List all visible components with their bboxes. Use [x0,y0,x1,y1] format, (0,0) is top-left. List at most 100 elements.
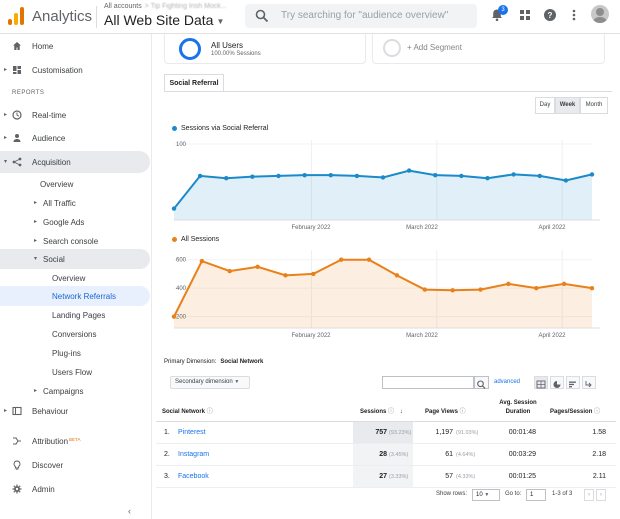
data-point [276,173,281,179]
data-point [224,176,229,181]
network-link[interactable]: Instagram [178,451,210,458]
data-point [422,287,427,292]
sidebar-item-plugins[interactable]: Plug-ins [52,349,81,358]
sidebar-item-campaigns[interactable]: ▸ Campaigns [34,387,84,396]
column-header-duration[interactable]: Avg. Session Duration [499,400,537,415]
help-icon[interactable]: ? [543,8,557,22]
sidebar-item-home[interactable]: Home [0,36,150,56]
sidebar-item-discover[interactable]: Discover [0,455,150,475]
analytics-logo[interactable] [8,7,24,25]
month-button[interactable]: Month [580,97,608,114]
goto-input[interactable]: 1 [526,489,546,501]
data-point [171,206,177,211]
column-header-pageviews[interactable]: Page Views ⓘ [425,409,466,415]
view-selector[interactable]: All Web Site Data ▼ [104,12,225,28]
table-view-icon[interactable] [534,376,548,389]
sidebar-item-network-referrals[interactable]: Network Referrals [0,286,150,306]
sidebar-item-social[interactable]: ▾ Social [0,249,150,269]
data-point [227,268,232,274]
caret-down-icon: ▼ [484,492,490,498]
data-point [339,257,344,262]
legend-dot-icon [172,125,177,131]
sidebar-item-realtime[interactable]: ▸ Real-time [4,110,67,120]
segment-all-users[interactable]: All Users 100.00% Sessions [164,34,366,64]
series-line [173,258,593,318]
series-area [174,170,592,220]
sidebar-item-attribution[interactable]: AttributionBETA [0,431,150,451]
network-link[interactable]: Pinterest [178,429,206,436]
help-icon: ⓘ [206,409,213,415]
avatar[interactable] [591,5,609,23]
sidebar-item-users-flow[interactable]: Users Flow [52,368,93,377]
chevron-right-icon: ▸ [4,112,8,118]
chevron-right-icon: ▸ [4,135,8,141]
bar-view-icon[interactable] [566,376,580,389]
data-point [302,172,307,178]
lightbulb-icon [13,460,21,470]
advanced-link[interactable]: advanced [494,379,521,385]
sidebar-item-behaviour[interactable]: ▸ Behaviour [4,406,69,416]
data-point [311,271,316,277]
chevron-right-icon: ▸ [34,238,38,244]
y-tick-label: 200 [176,315,187,321]
legend-dot-icon [172,236,177,242]
sidebar-item-admin[interactable]: Admin [0,479,150,499]
add-segment-button[interactable]: + Add Segment [372,34,605,64]
column-header-network[interactable]: Social Network ⓘ [162,409,213,415]
acquisition-icon [12,157,22,167]
day-button[interactable]: Day [535,97,555,114]
next-page-button[interactable]: › [596,489,606,501]
prev-page-button[interactable]: ‹ [584,489,594,501]
sidebar-item-google-ads[interactable]: ▸ Google Ads [34,218,85,227]
sidebar-item-customisation[interactable]: ▸ Customisation [4,66,83,75]
sessions-social-chart: 100 February 2022 March 2022 April 2022 [171,140,600,231]
data-point [250,174,255,179]
secondary-dimension-select[interactable]: Secondary dimension ▼ [170,376,250,389]
more-vert-icon[interactable] [567,8,581,22]
data-point [255,264,260,270]
sidebar-item-search-console[interactable]: ▸ Search console [34,237,99,246]
sidebar-item-social-overview[interactable]: Overview [52,274,86,283]
chevron-down-icon: ▾ [4,159,8,165]
chart-legend-2: All Sessions [172,236,219,243]
data-point [459,173,464,179]
table-search-button[interactable] [474,376,489,389]
sidebar-item-conversions[interactable]: Conversions [52,330,97,339]
top-bar: Analytics All accounts > Tip Fighting Iri… [0,0,620,34]
show-rows-select[interactable]: 10 ▼ [472,489,500,501]
x-tick-label: February 2022 [291,333,331,339]
column-header-sessions[interactable]: Sessions ⓘ ↓ [360,409,403,415]
sidebar-item-acquisition[interactable]: ▾ Acquisition [0,151,150,173]
notification-badge: 3 [498,5,508,15]
search-input[interactable]: Try searching for "audience overview" [245,4,477,28]
chevron-right-icon: ▸ [4,408,8,414]
clock-icon [12,110,22,120]
week-button[interactable]: Week [555,97,580,114]
chevron-down-icon: ▾ [34,256,38,262]
divider [156,421,616,422]
pie-view-icon[interactable] [550,376,564,389]
sidebar-item-audience[interactable]: ▸ Audience [4,134,66,143]
chevron-right-icon: ▸ [4,67,8,73]
behaviour-icon [12,406,22,416]
sessions-share-cell [353,466,413,487]
column-header-pages-session[interactable]: Pages/Session ⓘ [550,409,601,415]
table-search-input[interactable] [382,376,474,389]
help-icon: ⓘ [594,409,601,415]
pivot-view-icon[interactable] [582,376,596,389]
divider [164,91,612,92]
network-link[interactable]: Facebook [178,473,209,480]
y-tick-label: 400 [176,286,187,292]
collapse-sidebar-icon[interactable]: ‹ [128,506,131,516]
apps-grid-icon[interactable] [518,8,532,22]
data-point [534,285,539,291]
sidebar-item-all-traffic[interactable]: ▸ All Traffic [34,199,76,208]
sidebar-item-landing-pages[interactable]: Landing Pages [52,311,106,320]
data-point [589,285,595,291]
data-point [485,176,490,181]
tab-social-referral[interactable]: Social Referral [164,74,224,92]
data-point [366,257,372,262]
account-breadcrumb[interactable]: All accounts > Tip Fighting Irish Mock... [104,3,227,10]
data-point [506,281,511,287]
sidebar-item-overview[interactable]: Overview [40,180,74,189]
